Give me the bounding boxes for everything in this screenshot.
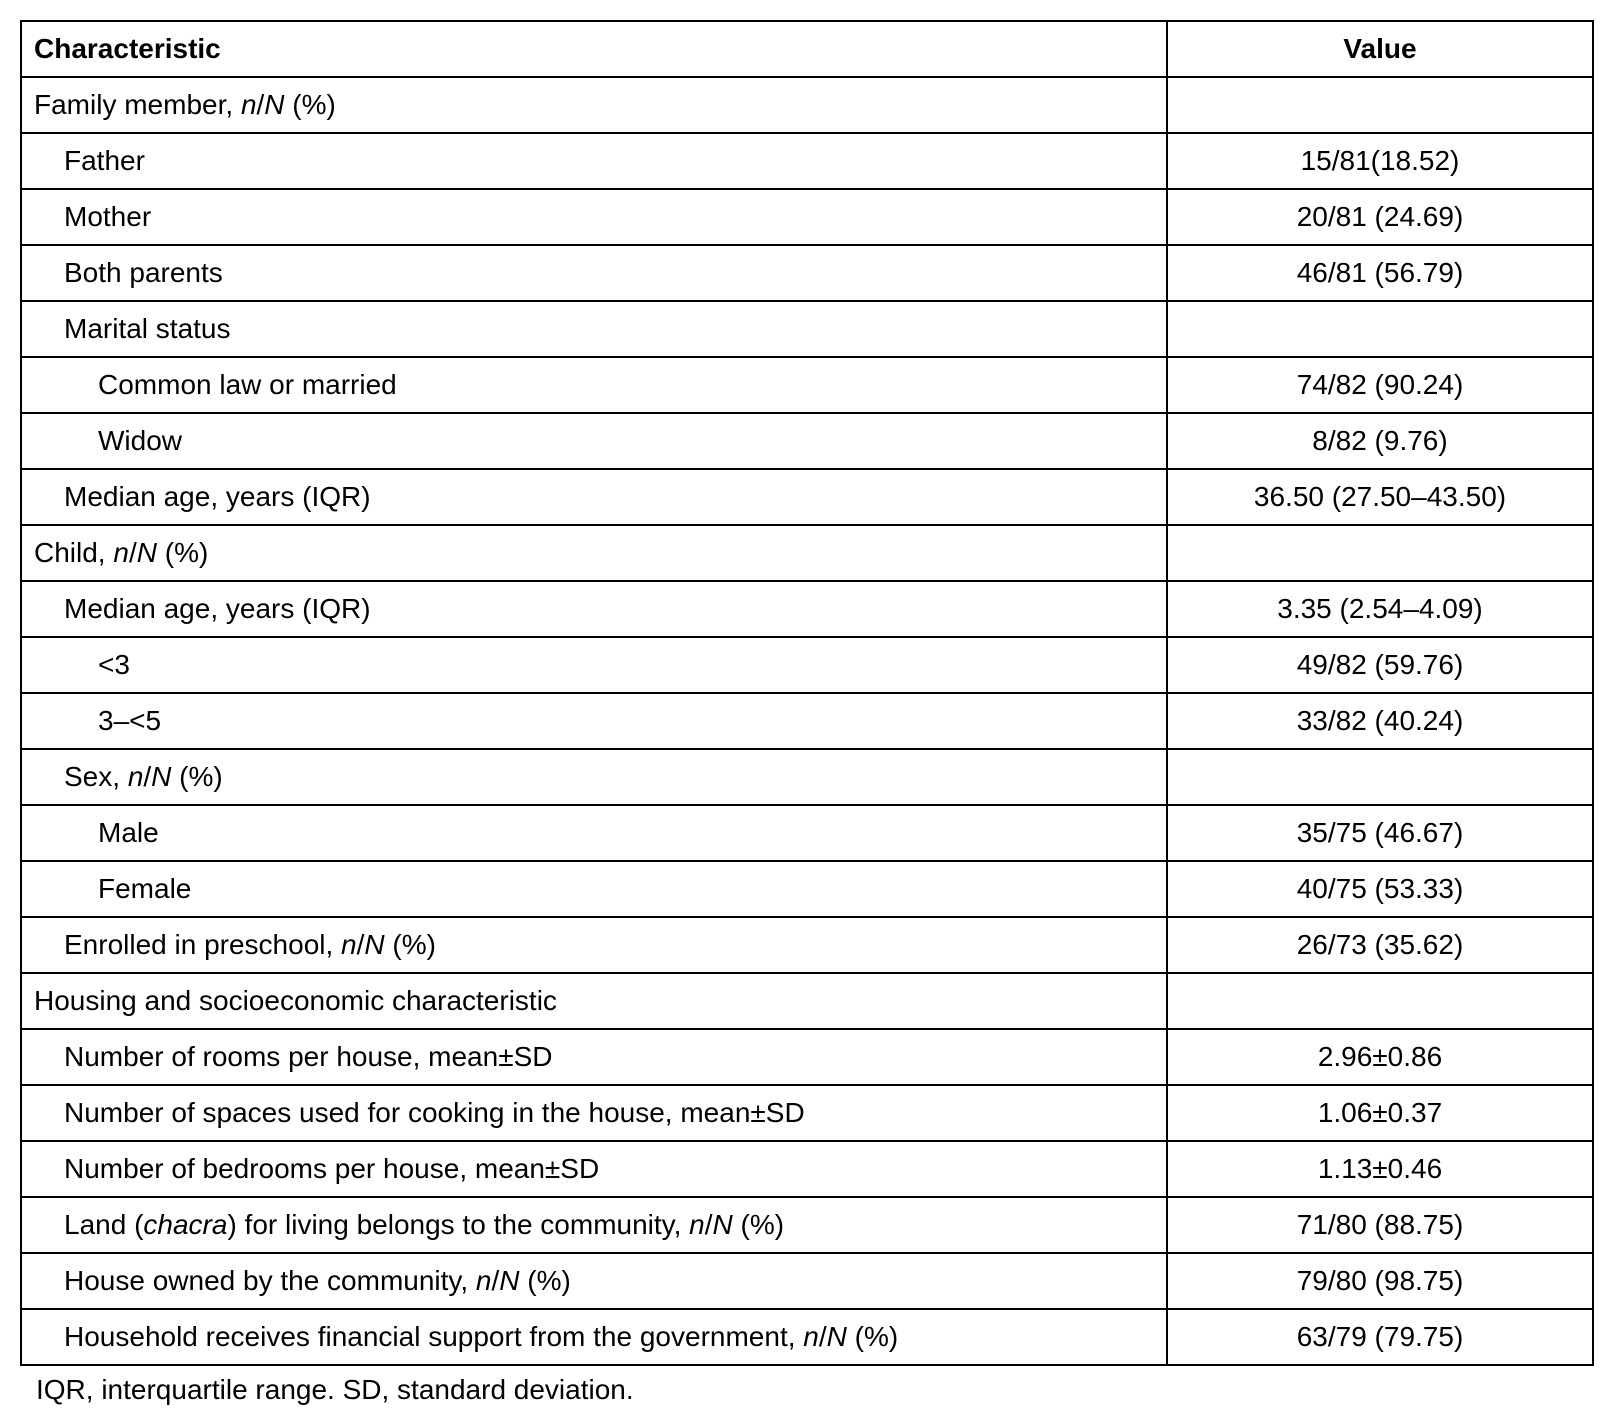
row-characteristic: Marital status [21,301,1167,357]
table-header-row: Characteristic Value [21,21,1593,77]
row-characteristic: Number of rooms per house, mean±SD [21,1029,1167,1085]
table-row: Household receives financial support fro… [21,1309,1593,1365]
row-characteristic: Child, n/N (%) [21,525,1167,581]
table-row: Widow8/82 (9.76) [21,413,1593,469]
row-value: 33/82 (40.24) [1167,693,1593,749]
header-characteristic: Characteristic [21,21,1167,77]
row-value: 63/79 (79.75) [1167,1309,1593,1365]
table-footnote: IQR, interquartile range. SD, standard d… [20,1366,1580,1406]
table-row: Median age, years (IQR)3.35 (2.54–4.09) [21,581,1593,637]
row-characteristic: Family member, n/N (%) [21,77,1167,133]
row-characteristic: Enrolled in preschool, n/N (%) [21,917,1167,973]
table-row: Number of spaces used for cooking in the… [21,1085,1593,1141]
row-value [1167,77,1593,133]
row-characteristic: Median age, years (IQR) [21,469,1167,525]
table-row: Number of rooms per house, mean±SD2.96±0… [21,1029,1593,1085]
characteristics-table: Characteristic Value Family member, n/N … [20,20,1594,1366]
table-row: Median age, years (IQR)36.50 (27.50–43.5… [21,469,1593,525]
row-value: 74/82 (90.24) [1167,357,1593,413]
row-characteristic: Both parents [21,245,1167,301]
table-body: Family member, n/N (%)Father15/81(18.52)… [21,77,1593,1365]
row-value: 79/80 (98.75) [1167,1253,1593,1309]
row-characteristic: Female [21,861,1167,917]
table-row: <349/82 (59.76) [21,637,1593,693]
row-characteristic: Household receives financial support fro… [21,1309,1167,1365]
row-value: 3.35 (2.54–4.09) [1167,581,1593,637]
row-value: 15/81(18.52) [1167,133,1593,189]
table-row: 3–<533/82 (40.24) [21,693,1593,749]
row-characteristic: Number of spaces used for cooking in the… [21,1085,1167,1141]
row-value: 26/73 (35.62) [1167,917,1593,973]
row-characteristic: Land (chacra) for living belongs to the … [21,1197,1167,1253]
row-value [1167,301,1593,357]
table-row: Child, n/N (%) [21,525,1593,581]
table-row: Common law or married74/82 (90.24) [21,357,1593,413]
table-row: Male35/75 (46.67) [21,805,1593,861]
row-characteristic: Housing and socioeconomic characteristic [21,973,1167,1029]
row-characteristic: Father [21,133,1167,189]
table-row: Marital status [21,301,1593,357]
row-value [1167,525,1593,581]
row-characteristic: 3–<5 [21,693,1167,749]
row-value [1167,973,1593,1029]
table-row: Female40/75 (53.33) [21,861,1593,917]
table-row: Both parents46/81 (56.79) [21,245,1593,301]
row-value: 36.50 (27.50–43.50) [1167,469,1593,525]
row-value: 8/82 (9.76) [1167,413,1593,469]
table-row: Housing and socioeconomic characteristic [21,973,1593,1029]
row-value: 35/75 (46.67) [1167,805,1593,861]
row-value: 40/75 (53.33) [1167,861,1593,917]
row-characteristic: House owned by the community, n/N (%) [21,1253,1167,1309]
row-characteristic: Sex, n/N (%) [21,749,1167,805]
table-row: Sex, n/N (%) [21,749,1593,805]
table-row: Enrolled in preschool, n/N (%)26/73 (35.… [21,917,1593,973]
row-value [1167,749,1593,805]
row-value: 20/81 (24.69) [1167,189,1593,245]
row-value: 1.06±0.37 [1167,1085,1593,1141]
table-row: Family member, n/N (%) [21,77,1593,133]
table-row: Land (chacra) for living belongs to the … [21,1197,1593,1253]
row-characteristic: Common law or married [21,357,1167,413]
table-row: House owned by the community, n/N (%)79/… [21,1253,1593,1309]
row-characteristic: Median age, years (IQR) [21,581,1167,637]
row-value: 2.96±0.86 [1167,1029,1593,1085]
row-characteristic: Widow [21,413,1167,469]
header-value: Value [1167,21,1593,77]
row-characteristic: <3 [21,637,1167,693]
row-value: 49/82 (59.76) [1167,637,1593,693]
row-value: 71/80 (88.75) [1167,1197,1593,1253]
row-value: 46/81 (56.79) [1167,245,1593,301]
row-characteristic: Mother [21,189,1167,245]
row-value: 1.13±0.46 [1167,1141,1593,1197]
table-row: Number of bedrooms per house, mean±SD1.1… [21,1141,1593,1197]
table-row: Father15/81(18.52) [21,133,1593,189]
row-characteristic: Male [21,805,1167,861]
table-row: Mother20/81 (24.69) [21,189,1593,245]
row-characteristic: Number of bedrooms per house, mean±SD [21,1141,1167,1197]
